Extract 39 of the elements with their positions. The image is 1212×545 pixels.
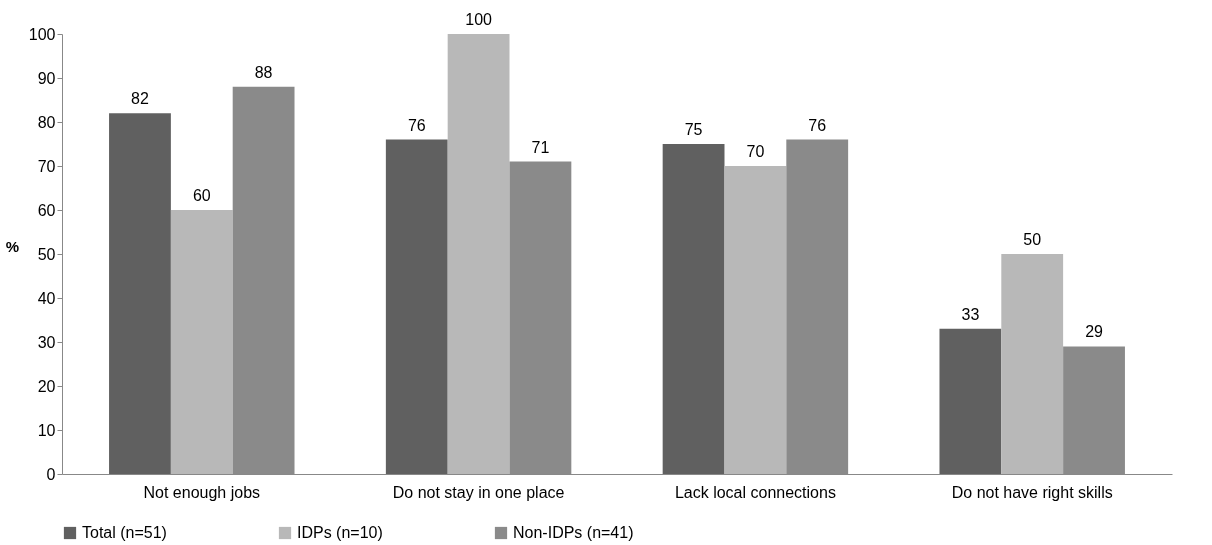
- y-tick-label: 30: [37, 333, 56, 351]
- data-label: 29: [1085, 323, 1104, 341]
- y-tick-label: 10: [37, 421, 56, 439]
- x-tick-label: Lack local connections: [674, 483, 836, 501]
- data-label: 33: [961, 305, 980, 323]
- y-tick-label: 90: [37, 69, 56, 87]
- x-tick-label: Do not stay in one place: [392, 483, 565, 501]
- bar: [939, 328, 1002, 474]
- data-label: 100: [465, 11, 493, 28]
- bar: [109, 113, 171, 474]
- data-label: 71: [531, 138, 550, 156]
- data-label: 50: [1023, 231, 1042, 248]
- data-label: 88: [254, 63, 273, 81]
- x-tick-label: Not enough jobs: [143, 483, 261, 501]
- y-tick-label: 80: [37, 113, 56, 131]
- data-label: 76: [808, 116, 827, 134]
- y-tick-label: 50: [37, 245, 56, 263]
- y-tick-label: 40: [37, 289, 56, 307]
- y-tick-label: 100: [28, 25, 56, 43]
- legend-label: IDPs (n=10): [297, 524, 383, 541]
- bar: [447, 34, 510, 474]
- bar: [724, 166, 787, 474]
- data-label: 75: [684, 121, 703, 138]
- data-label: 76: [407, 116, 426, 134]
- y-tick-label: 70: [37, 157, 56, 175]
- y-axis-title: %: [5, 237, 20, 255]
- bar: [1001, 254, 1064, 474]
- data-label: 60: [192, 187, 211, 204]
- bar: [385, 139, 448, 474]
- x-tick-label: Do not have right skills: [951, 483, 1113, 501]
- legend-label: Total (n=51): [82, 524, 167, 541]
- y-tick-label: 60: [37, 201, 56, 219]
- data-label: 82: [131, 90, 149, 108]
- y-tick-label: 0: [46, 465, 56, 483]
- bar: [662, 144, 725, 474]
- bar: [170, 210, 233, 474]
- legend-label: Non-IDPs (n=41): [513, 524, 634, 541]
- data-label: 70: [746, 143, 765, 160]
- y-tick-label: 20: [37, 377, 56, 395]
